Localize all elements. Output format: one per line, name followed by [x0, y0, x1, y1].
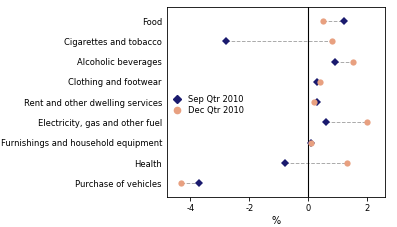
X-axis label: %: % — [272, 216, 280, 226]
Legend: Sep Qtr 2010, Dec Qtr 2010: Sep Qtr 2010, Dec Qtr 2010 — [169, 95, 244, 115]
